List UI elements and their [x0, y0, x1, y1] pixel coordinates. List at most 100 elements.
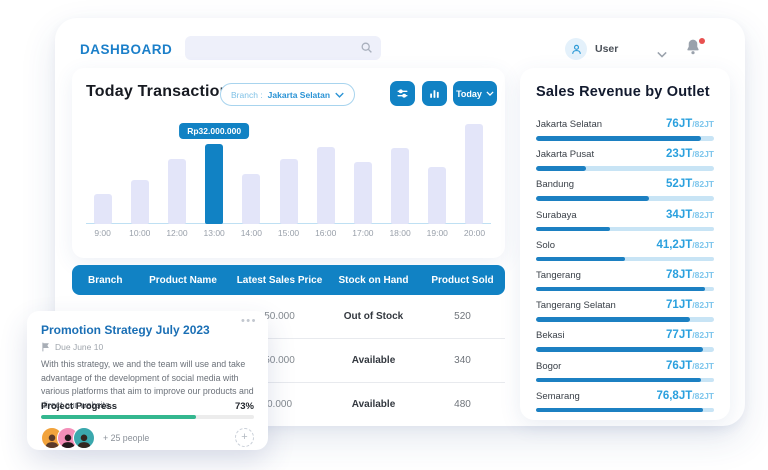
chart-bar[interactable] [205, 144, 224, 224]
table-header: Branch Product Name Latest Sales Price S… [72, 265, 505, 295]
progress-row: Project Progress 73% [41, 401, 254, 412]
chart-tooltip: Rp32.000.000 [179, 123, 250, 139]
due-date-label: Due June 10 [55, 342, 104, 352]
outlet-row: Bogor 76JT/82JT [536, 356, 714, 386]
sales-panel-title: Sales Revenue by Outlet [536, 84, 710, 100]
sales-revenue-panel: Sales Revenue by Outlet Jakarta Selatan 7… [520, 68, 730, 420]
x-axis-label: 16:00 [315, 228, 337, 238]
promotion-description: With this strategy, we and the team will… [41, 359, 254, 410]
user-label: User [595, 43, 619, 55]
cell-sold: 520 [454, 311, 471, 322]
promotion-title: Promotion Strategy July 2023 [41, 323, 210, 337]
chart-bar[interactable] [465, 124, 484, 224]
outlet-progress-bar [536, 196, 714, 201]
x-axis-label: 12:00 [166, 228, 188, 238]
outlet-value: 76,8JT/82JT [656, 389, 714, 402]
outlet-value: 71JT/82JT [666, 299, 714, 312]
progress-label: Project Progress [41, 401, 118, 412]
outlet-value: 76JT/82JT [666, 359, 714, 372]
outlet-progress-bar [536, 136, 714, 141]
chart-slot: 20:00 [456, 118, 493, 244]
chart-bar[interactable] [353, 161, 372, 224]
avatar [73, 427, 95, 449]
chart-bar[interactable] [428, 166, 447, 224]
avatar-group [41, 427, 95, 449]
chart-bar[interactable] [242, 174, 261, 224]
chart-slot: 16:00 [307, 118, 344, 244]
chart-bar[interactable] [316, 146, 335, 224]
promotion-card: ••• Promotion Strategy July 2023 Due Jun… [27, 311, 268, 450]
cell-stock: Available [351, 399, 396, 410]
outlet-row: Bekasi 77JT/82JT [536, 325, 714, 355]
outlet-value: 78JT/82JT [666, 268, 714, 281]
period-selector-button[interactable]: Today [453, 81, 497, 106]
user-icon [565, 38, 587, 60]
branch-selector[interactable]: Branch : Jakarta Selatan [220, 83, 356, 106]
user-menu[interactable]: User [565, 36, 618, 62]
outlet-name: Solo [536, 239, 556, 251]
x-axis-label: 15:00 [277, 228, 300, 238]
chart-bar[interactable] [167, 159, 186, 224]
outlet-list: Jakarta Selatan 76JT/82JT Jakarta Pusat 23J… [536, 114, 714, 416]
chart-slot: 15:00 [270, 118, 307, 244]
transaction-chart: 9:00 10:00 12:00 Rp32.000.000 13:00 14:00 15:0… [84, 118, 493, 244]
outlet-name: Tangerang [536, 269, 581, 281]
panel-title: Today Transaction [86, 83, 230, 100]
outlet-row: Semarang 76,8JT/82JT [536, 386, 714, 416]
chart-bar[interactable] [130, 180, 149, 224]
x-axis-label: 19:00 [426, 228, 448, 238]
search-input[interactable] [185, 36, 381, 60]
x-axis-label: 18:00 [389, 228, 411, 238]
outlet-progress-bar [536, 347, 714, 352]
outlet-row: Bandung 52JT/82JT [536, 174, 714, 204]
notification-dot [699, 38, 705, 44]
sliders-icon [397, 89, 408, 98]
chevron-down-icon[interactable] [657, 45, 667, 63]
x-axis-label: 17:00 [352, 228, 374, 238]
x-axis-label: 20:00 [463, 228, 486, 238]
cell-price: 50.000 [264, 355, 295, 366]
chart-bar[interactable] [279, 159, 298, 224]
filter-settings-button[interactable] [390, 81, 415, 106]
outlet-value: 23JT/82JT [666, 148, 714, 161]
outlet-progress-bar [536, 377, 714, 382]
cell-stock: Out of Stock [343, 311, 404, 322]
chart-bar[interactable] [391, 147, 410, 224]
outlet-row: Surabaya 34JT/82JT [536, 205, 714, 235]
period-label: Today [456, 88, 482, 99]
progress-bar [41, 415, 254, 419]
more-options-icon[interactable]: ••• [240, 315, 257, 327]
branch-value: Jakarta Selatan [267, 89, 331, 100]
outlet-progress-bar [536, 286, 714, 292]
outlet-row: Jakarta Selatan 76JT/82JT [536, 114, 714, 144]
cell-price: 0.000 [266, 399, 293, 410]
chart-slot: 18:00 [382, 118, 419, 244]
chart-slot: 17:00 [344, 118, 381, 244]
x-axis-label: 14:00 [240, 228, 262, 238]
search-bar [185, 36, 381, 60]
outlet-name: Jakarta Pusat [536, 149, 595, 161]
chevron-down-icon [486, 91, 494, 96]
outlet-progress-bar [536, 166, 714, 171]
outlet-progress-bar [536, 407, 714, 413]
outlet-name: Tangerang Selatan [536, 300, 616, 312]
outlet-value: 41,2JT/82JT [656, 238, 714, 251]
cell-sold: 340 [454, 355, 471, 366]
chevron-down-icon [335, 92, 344, 98]
chart-view-button[interactable] [422, 81, 447, 106]
outlet-row: Solo 41,2JT/82JT [536, 235, 714, 265]
add-person-button[interactable]: + [235, 428, 254, 447]
people-count-label: + 25 people [103, 433, 150, 443]
outlet-name: Bogor [536, 360, 562, 372]
outlet-name: Bekasi [536, 330, 565, 342]
chart-slot: Rp32.000.000 13:00 [179, 118, 250, 244]
outlet-name: Jakarta Selatan [536, 119, 603, 130]
chart-bar[interactable] [93, 194, 112, 224]
col-branch: Branch [88, 274, 123, 286]
due-date-row: Due June 10 [41, 342, 103, 352]
chart-slot: 9:00 [84, 118, 121, 244]
bar-chart-icon [430, 90, 439, 98]
today-transaction-panel: Today Transaction Branch : Jakarta Selat… [72, 68, 505, 258]
outlet-name: Surabaya [536, 209, 577, 221]
notification-bell-icon[interactable] [685, 38, 705, 60]
